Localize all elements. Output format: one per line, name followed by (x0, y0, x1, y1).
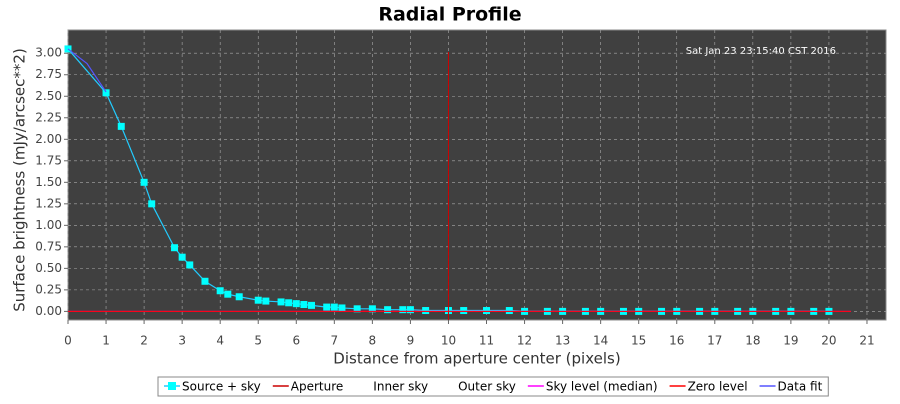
data-point (102, 89, 110, 97)
data-point (338, 304, 346, 312)
legend-label: Data fit (778, 380, 823, 394)
x-tick-label: 12 (517, 334, 532, 348)
x-tick-label: 2 (140, 334, 148, 348)
legend-label: Zero level (688, 380, 748, 394)
x-tick-label: 1 (102, 334, 110, 348)
legend-label: Sky level (median) (546, 380, 658, 394)
data-point (300, 301, 308, 309)
data-point (224, 290, 232, 298)
y-tick-label: 3.00 (35, 46, 62, 60)
data-point (406, 306, 414, 314)
y-tick-label: 1.00 (35, 218, 62, 232)
y-tick-label: 0.00 (35, 304, 62, 318)
data-point (505, 307, 513, 315)
x-tick-label: 14 (593, 334, 608, 348)
y-tick-label: 2.50 (35, 89, 62, 103)
data-point (285, 299, 293, 307)
x-tick-label: 13 (555, 334, 570, 348)
x-tick-label: 21 (859, 334, 874, 348)
plot-area (67, 29, 887, 321)
data-point (262, 297, 270, 305)
x-tick-label: 7 (331, 334, 339, 348)
data-point (368, 305, 376, 313)
x-tick-label: 15 (631, 334, 646, 348)
legend-label: Source + sky (182, 380, 261, 394)
x-tick-label: 18 (745, 334, 760, 348)
data-point (307, 301, 315, 309)
y-tick-label: 2.75 (35, 67, 62, 81)
data-point (384, 306, 392, 314)
x-tick-label: 9 (407, 334, 415, 348)
x-tick-label: 3 (178, 334, 186, 348)
legend-box (157, 376, 829, 397)
y-tick-label: 1.50 (35, 175, 62, 189)
x-tick-label: 10 (441, 334, 456, 348)
x-tick-label: 5 (254, 334, 262, 348)
x-tick-label: 16 (669, 334, 684, 348)
data-point (323, 303, 331, 311)
data-point (186, 261, 194, 269)
data-point (483, 307, 491, 315)
x-tick-label: 19 (783, 334, 798, 348)
y-tick-label: 2.00 (35, 132, 62, 146)
x-tick-label: 11 (479, 334, 494, 348)
x-tick-label: 20 (821, 334, 836, 348)
data-point (292, 300, 300, 308)
y-axis-label: Surface brightness (mJy/arcsec**2) (11, 48, 29, 312)
legend-label: Outer sky (458, 380, 516, 394)
data-point (171, 244, 179, 252)
data-point (148, 200, 156, 208)
legend-label: Aperture (291, 380, 344, 394)
data-point (330, 303, 338, 311)
legend-swatch (168, 382, 176, 390)
data-point (216, 287, 224, 295)
data-point (254, 296, 262, 304)
data-point (140, 178, 148, 186)
y-tick-label: 1.25 (35, 196, 62, 210)
x-tick-label: 4 (216, 334, 224, 348)
x-axis-label: Distance from aperture center (pixels) (333, 350, 620, 368)
y-tick-label: 0.25 (35, 282, 62, 296)
data-point (422, 307, 430, 315)
x-tick-label: 8 (369, 334, 377, 348)
x-tick-label: 6 (292, 334, 300, 348)
data-point (117, 122, 125, 130)
data-point (178, 253, 186, 261)
x-tick-label: 0 (64, 334, 72, 348)
data-point (201, 277, 209, 285)
data-point (277, 298, 285, 306)
y-tick-label: 0.50 (35, 261, 62, 275)
data-point (399, 306, 407, 314)
y-tick-label: 0.75 (35, 239, 62, 253)
chart-title: Radial Profile (378, 4, 521, 26)
legend-label: Inner sky (373, 380, 428, 394)
legend: Source + sky Aperture Inner sky Outer sky Sk… (157, 376, 829, 397)
data-point (460, 307, 468, 315)
data-point (235, 293, 243, 301)
y-tick-label: 1.75 (35, 153, 62, 167)
y-tick-label: 2.25 (35, 110, 62, 124)
x-tick-label: 17 (707, 334, 722, 348)
data-point (353, 305, 361, 313)
series-line (67, 48, 107, 93)
timestamp: Sat Jan 23 23:15:40 CST 2016 (686, 46, 836, 57)
